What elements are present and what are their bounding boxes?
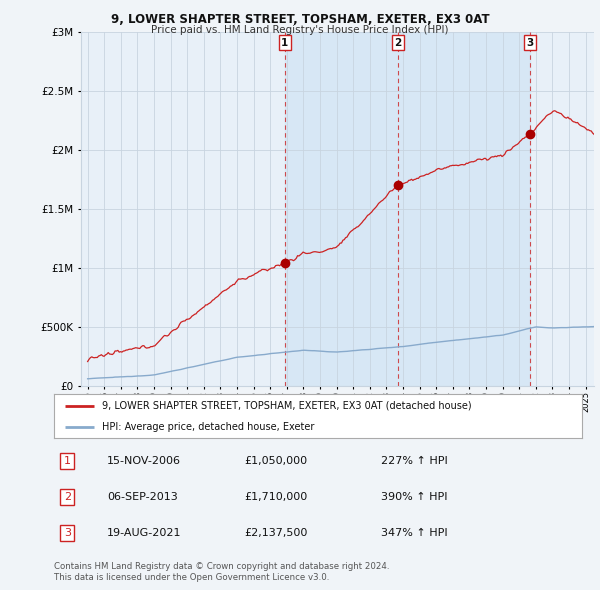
Text: This data is licensed under the Open Government Licence v3.0.: This data is licensed under the Open Gov… — [54, 573, 329, 582]
Text: £1,710,000: £1,710,000 — [244, 492, 307, 502]
Text: 227% ↑ HPI: 227% ↑ HPI — [382, 456, 448, 466]
Text: 2: 2 — [64, 492, 71, 502]
Text: 2: 2 — [394, 38, 401, 48]
Text: 390% ↑ HPI: 390% ↑ HPI — [382, 492, 448, 502]
Text: 06-SEP-2013: 06-SEP-2013 — [107, 492, 178, 502]
Text: 3: 3 — [526, 38, 533, 48]
Text: 1: 1 — [64, 456, 71, 466]
Text: £1,050,000: £1,050,000 — [244, 456, 307, 466]
Text: 19-AUG-2021: 19-AUG-2021 — [107, 528, 181, 538]
Text: Price paid vs. HM Land Registry's House Price Index (HPI): Price paid vs. HM Land Registry's House … — [151, 25, 449, 35]
Text: 347% ↑ HPI: 347% ↑ HPI — [382, 528, 448, 538]
Text: Contains HM Land Registry data © Crown copyright and database right 2024.: Contains HM Land Registry data © Crown c… — [54, 562, 389, 571]
Bar — [285, 32, 530, 386]
Text: 9, LOWER SHAPTER STREET, TOPSHAM, EXETER, EX3 0AT: 9, LOWER SHAPTER STREET, TOPSHAM, EXETER… — [110, 13, 490, 26]
Text: £2,137,500: £2,137,500 — [244, 528, 307, 538]
Text: HPI: Average price, detached house, Exeter: HPI: Average price, detached house, Exet… — [101, 422, 314, 432]
Text: 1: 1 — [281, 38, 289, 48]
Text: 9, LOWER SHAPTER STREET, TOPSHAM, EXETER, EX3 0AT (detached house): 9, LOWER SHAPTER STREET, TOPSHAM, EXETER… — [101, 401, 471, 411]
Text: 3: 3 — [64, 528, 71, 538]
Text: 15-NOV-2006: 15-NOV-2006 — [107, 456, 181, 466]
